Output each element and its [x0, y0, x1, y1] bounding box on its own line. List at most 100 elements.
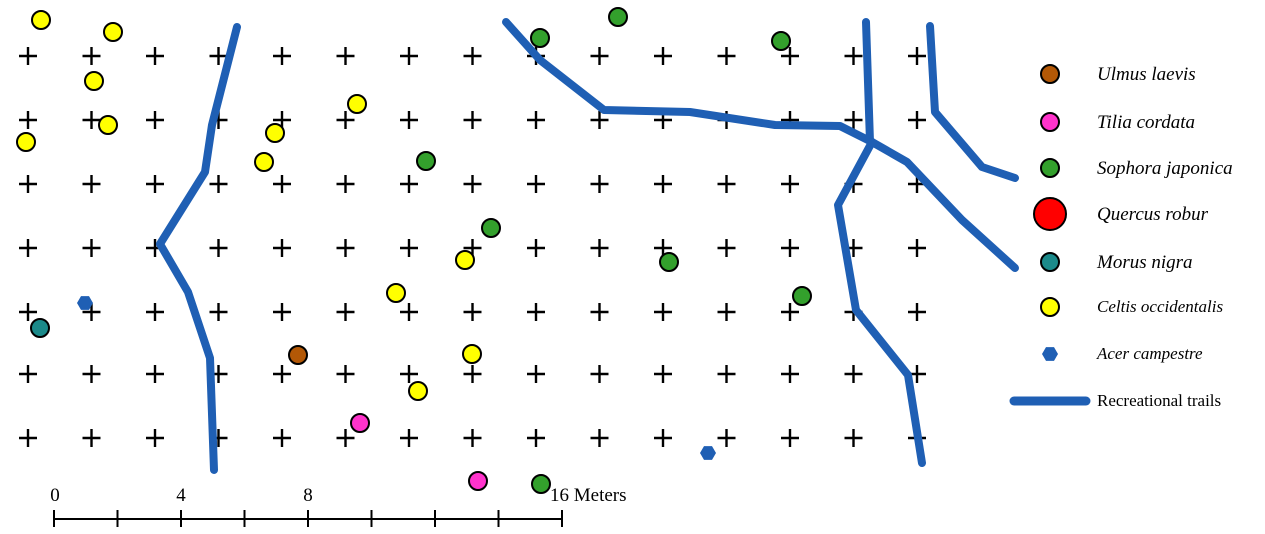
- grid-marker: [781, 239, 799, 257]
- grid-layer: [19, 47, 926, 447]
- grid-marker: [82, 111, 101, 129]
- grid-marker: [844, 429, 863, 447]
- grid-marker: [400, 303, 418, 321]
- legend-swatch: [1042, 347, 1058, 361]
- grid-marker: [209, 47, 228, 65]
- grid-marker: [273, 429, 291, 447]
- grid-marker: [82, 429, 101, 447]
- grid-marker: [146, 47, 164, 65]
- recreational-trail: [834, 138, 926, 467]
- tree-celtis-occidentalis: [254, 152, 274, 172]
- grid-marker: [844, 365, 863, 383]
- grid-marker: [336, 303, 355, 321]
- grid-marker: [400, 175, 418, 193]
- grid-marker: [527, 239, 545, 257]
- grid-marker: [590, 303, 609, 321]
- grid-marker: [590, 365, 609, 383]
- grid-marker: [781, 429, 799, 447]
- grid-marker: [717, 303, 736, 321]
- grid-marker: [336, 175, 355, 193]
- grid-marker: [654, 303, 672, 321]
- grid-marker: [654, 429, 672, 447]
- legend-label: Ulmus laevis: [1097, 64, 1196, 85]
- grid-marker: [463, 303, 482, 321]
- grid-marker: [82, 175, 101, 193]
- legend-swatch: [1040, 158, 1060, 178]
- tree-tilia-cordata: [468, 471, 488, 491]
- trees-layer: [16, 7, 812, 494]
- grid-marker: [654, 175, 672, 193]
- tree-acer-campestre: [77, 296, 93, 310]
- tree-sophora-japonica: [792, 286, 812, 306]
- tree-sophora-japonica: [608, 7, 628, 27]
- tree-celtis-occidentalis: [462, 344, 482, 364]
- legend-swatch: [1040, 64, 1060, 84]
- grid-marker: [400, 365, 418, 383]
- grid-marker: [527, 365, 545, 383]
- grid-marker: [336, 365, 355, 383]
- grid-marker: [463, 175, 482, 193]
- grid-marker: [82, 303, 101, 321]
- tree-acer-campestre: [700, 446, 716, 460]
- grid-marker: [844, 47, 863, 65]
- grid-marker: [590, 175, 609, 193]
- scale-label: 16 Meters: [550, 485, 627, 506]
- grid-marker: [781, 47, 799, 65]
- grid-marker: [400, 429, 418, 447]
- legend-label: Celtis occidentalis: [1097, 297, 1223, 316]
- legend-label: Recreational trails: [1097, 391, 1221, 410]
- grid-marker: [146, 365, 164, 383]
- grid-marker: [19, 239, 37, 257]
- grid-marker: [19, 175, 37, 193]
- tree-celtis-occidentalis: [386, 283, 406, 303]
- grid-marker: [336, 47, 355, 65]
- grid-marker: [146, 175, 164, 193]
- tree-morus-nigra: [30, 318, 50, 338]
- legend-swatch: [1040, 297, 1060, 317]
- tree-tilia-cordata: [350, 413, 370, 433]
- tree-celtis-occidentalis: [347, 94, 367, 114]
- grid-marker: [336, 239, 355, 257]
- grid-marker: [717, 239, 736, 257]
- grid-marker: [273, 239, 291, 257]
- grid-marker: [590, 239, 609, 257]
- grid-marker: [654, 365, 672, 383]
- scale-bar: 0 4 8 16 Meters: [50, 485, 627, 527]
- tree-ulmus-laevis: [288, 345, 308, 365]
- grid-marker: [273, 365, 291, 383]
- scale-label: 8: [303, 485, 313, 506]
- legend-item: Tilia cordata: [1040, 112, 1195, 133]
- grid-marker: [717, 47, 736, 65]
- grid-marker: [82, 365, 101, 383]
- grid-marker: [908, 47, 926, 65]
- grid-marker: [463, 111, 482, 129]
- grid-marker: [273, 303, 291, 321]
- grid-marker: [781, 303, 799, 321]
- grid-marker: [336, 429, 355, 447]
- tree-sophora-japonica: [481, 218, 501, 238]
- legend-swatch: [1040, 252, 1060, 272]
- grid-marker: [590, 429, 609, 447]
- grid-marker: [908, 303, 926, 321]
- tree-celtis-occidentalis: [16, 132, 36, 152]
- legend-item: Quercus robur: [1033, 197, 1209, 231]
- legend-swatch: [1040, 112, 1060, 132]
- tree-celtis-occidentalis: [31, 10, 51, 30]
- tree-celtis-occidentalis: [265, 123, 285, 143]
- legend-item: Acer campestre: [1042, 344, 1203, 363]
- grid-marker: [400, 111, 418, 129]
- grid-marker: [590, 111, 609, 129]
- grid-marker: [527, 429, 545, 447]
- grid-marker: [273, 175, 291, 193]
- grid-marker: [781, 175, 799, 193]
- tree-celtis-occidentalis: [455, 250, 475, 270]
- tree-sophora-japonica: [659, 252, 679, 272]
- grid-marker: [463, 47, 482, 65]
- legend-label: Tilia cordata: [1097, 112, 1195, 133]
- scale-label: 4: [176, 485, 186, 506]
- grid-marker: [336, 111, 355, 129]
- tree-celtis-occidentalis: [408, 381, 428, 401]
- grid-marker: [19, 111, 37, 129]
- recreational-trail: [862, 18, 874, 146]
- grid-marker: [590, 47, 609, 65]
